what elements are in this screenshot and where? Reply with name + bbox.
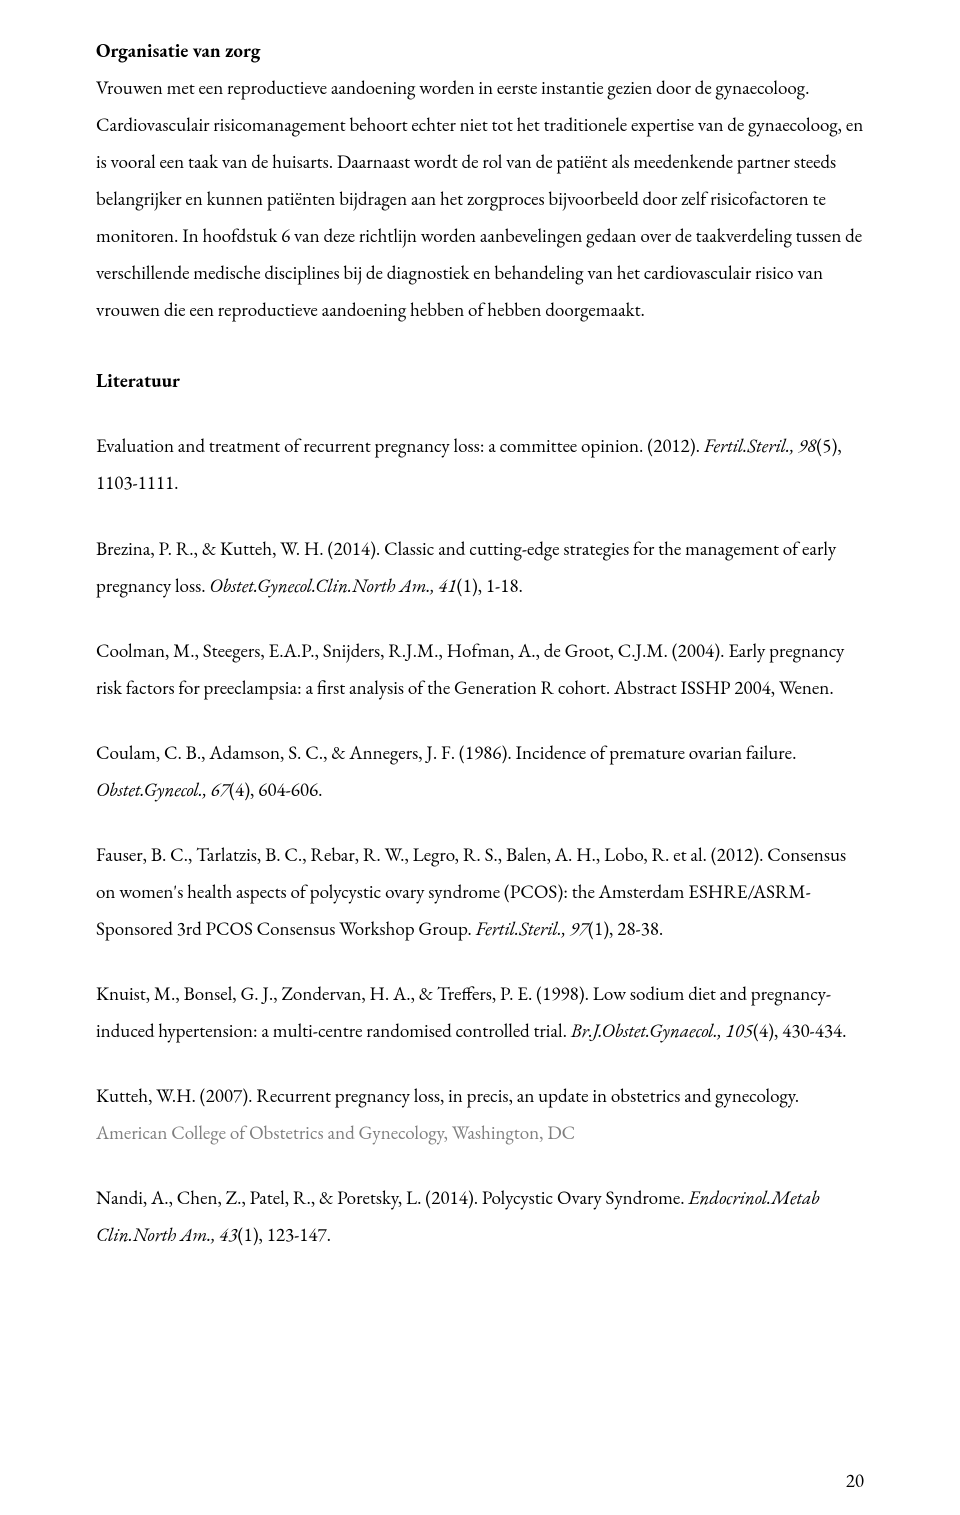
reference-text: Fauser, B. C., Tarlatzis, B. C., Rebar, … bbox=[96, 842, 846, 941]
reference-8: Nandi, A., Chen, Z., Patel, R., & Porets… bbox=[96, 1179, 864, 1253]
reference-italic: Fertil.Steril., 97 bbox=[476, 916, 588, 941]
reference-italic: Br.J.Obstet.Gynaecol., 105 bbox=[571, 1018, 753, 1043]
section-paragraph-organisatie: Vrouwen met een reproductieve aandoening… bbox=[96, 69, 864, 328]
reference-italic: Fertil.Steril., 98 bbox=[704, 433, 816, 458]
reference-2: Brezina, P. R., & Kutteh, W. H. (2014). … bbox=[96, 530, 864, 604]
reference-1: Evaluation and treatment of recurrent pr… bbox=[96, 427, 864, 501]
reference-4: Coulam, C. B., Adamson, S. C., & Anneger… bbox=[96, 734, 864, 808]
reference-tail: (1), 1-18. bbox=[457, 573, 523, 598]
reference-italic: Obstet.Gynecol., 67 bbox=[96, 777, 229, 802]
reference-5: Fauser, B. C., Tarlatzis, B. C., Rebar, … bbox=[96, 836, 864, 947]
reference-grey: American College of Obstetrics and Gynec… bbox=[96, 1120, 575, 1145]
reference-tail: (4), 430-434. bbox=[753, 1018, 847, 1043]
section-title-organisatie: Organisatie van zorg bbox=[96, 32, 864, 69]
reference-text: Kutteh, W.H. (2007). Recurrent pregnancy… bbox=[96, 1083, 799, 1108]
page-number: 20 bbox=[846, 1468, 864, 1493]
reference-tail: (1), 123-147. bbox=[237, 1222, 331, 1247]
reference-text: Nandi, A., Chen, Z., Patel, R., & Porets… bbox=[96, 1185, 688, 1210]
reference-text: Coulam, C. B., Adamson, S. C., & Anneger… bbox=[96, 740, 796, 765]
reference-6: Knuist, M., Bonsel, G. J., Zondervan, H.… bbox=[96, 975, 864, 1049]
reference-italic: Obstet.Gynecol.Clin.North Am., 41 bbox=[209, 573, 456, 598]
page-container: Organisatie van zorg Vrouwen met een rep… bbox=[0, 0, 960, 1515]
reference-text: Evaluation and treatment of recurrent pr… bbox=[96, 433, 704, 458]
reference-3: Coolman, M., Steegers, E.A.P., Snijders,… bbox=[96, 632, 864, 706]
section-title-literatuur: Literatuur bbox=[96, 362, 864, 399]
reference-7: Kutteh, W.H. (2007). Recurrent pregnancy… bbox=[96, 1077, 864, 1151]
reference-tail: (4), 604-606. bbox=[229, 777, 323, 802]
reference-text: Coolman, M., Steegers, E.A.P., Snijders,… bbox=[96, 638, 844, 700]
reference-tail: (1), 28-38. bbox=[588, 916, 663, 941]
